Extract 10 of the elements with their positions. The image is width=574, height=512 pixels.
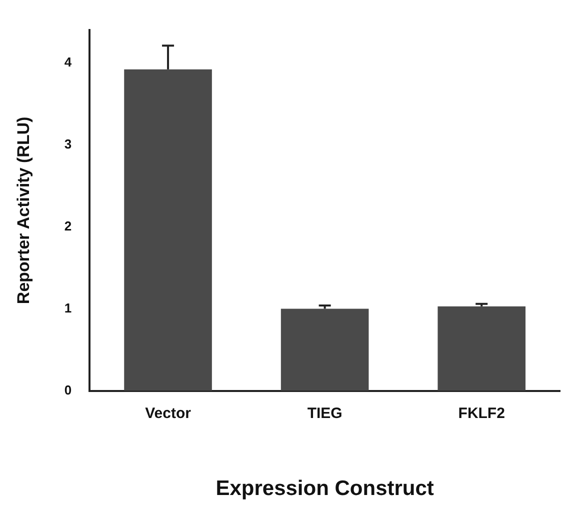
y-axis-title: Reporter Activity (RLU) <box>14 116 33 304</box>
x-tick-label: TIEG <box>307 404 342 422</box>
y-tick-label: 4 <box>64 54 72 70</box>
y-tick-label: 1 <box>64 300 72 316</box>
x-tick-label: FKLF2 <box>458 404 505 422</box>
y-tick-label: 3 <box>64 136 72 152</box>
y-tick-label: 2 <box>64 218 72 234</box>
x-axis-title: Expression Construct <box>216 477 434 500</box>
y-tick-label: 0 <box>64 382 72 398</box>
x-tick-label: Vector <box>145 404 192 422</box>
